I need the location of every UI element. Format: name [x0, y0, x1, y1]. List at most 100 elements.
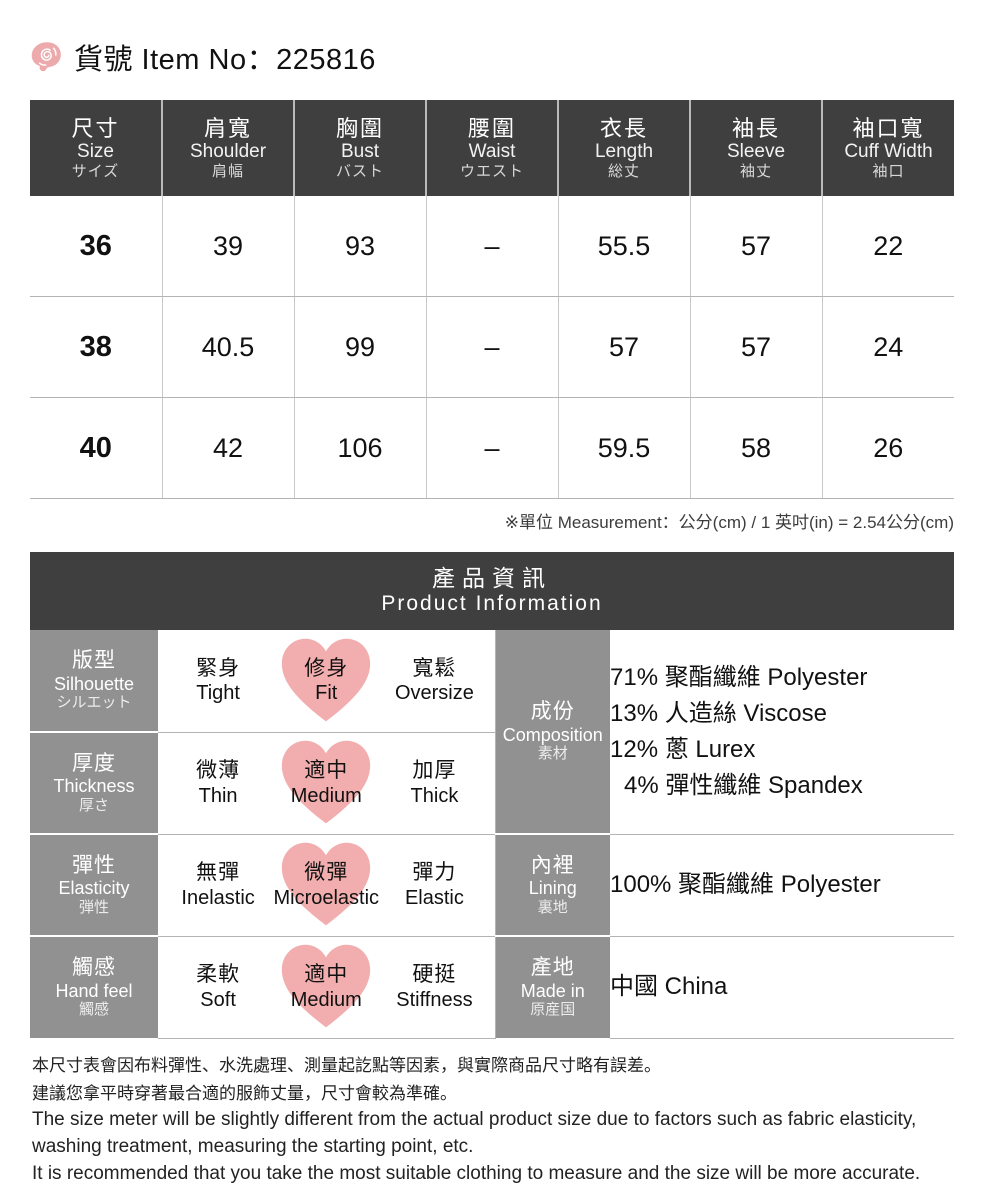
table-row: 36 39 93 – 55.5 57 22 [30, 196, 954, 297]
cell-shoulder: 40.5 [162, 296, 295, 398]
composition-line: 71% 聚酯纖維 Polyester [610, 663, 868, 691]
composition-line: 4% 彈性纖維 Spandex [624, 771, 863, 799]
col-header-en: Cuff Width [844, 141, 933, 163]
option-medium-handfeel-selected[interactable]: 適中 Medium [272, 944, 380, 1028]
heart-icon [282, 740, 371, 824]
product-info-title-cjk: 產品資訊 [432, 565, 552, 592]
option-thin[interactable]: 微薄 Thin [164, 750, 272, 815]
option-inelastic[interactable]: 無彈 Inelastic [164, 852, 272, 917]
option-cjk: 無彈 [196, 861, 241, 885]
option-en: Inelastic [181, 886, 255, 909]
option-en: Fit [315, 682, 338, 705]
label-en: Elasticity [58, 878, 130, 899]
option-medium-selected[interactable]: 適中 Medium [272, 740, 380, 824]
option-cjk: 緊身 [196, 657, 241, 681]
label-jp: 裏地 [537, 898, 568, 916]
label-cjk: 觸感 [72, 956, 116, 980]
cell-bust: 93 [294, 196, 427, 297]
attribute-row-elasticity: 彈性 Elasticity 弾性 無彈 Inelastic [30, 834, 954, 937]
attribute-options-thickness: 微薄 Thin 適中 Medium 加厚 [158, 732, 496, 835]
label-en: Silhouette [53, 673, 135, 694]
option-fit-selected[interactable]: 修身 Fit [272, 638, 380, 722]
option-cjk: 微薄 [196, 759, 241, 783]
attribute-label-elasticity: 彈性 Elasticity 弾性 [30, 834, 158, 937]
size-measurement-table: 尺寸 Size サイズ 肩寬 Shoulder 肩幅 胸圍 Bust バスト 腰… [30, 100, 954, 499]
cell-sleeve: 58 [690, 397, 823, 499]
cell-size: 36 [30, 196, 163, 297]
col-header-en: Bust [340, 141, 380, 163]
heart-icon [282, 944, 371, 1028]
heart-icon [282, 842, 371, 926]
col-header-cjk: 胸圍 [335, 115, 384, 141]
col-header-jp: サイズ [71, 163, 120, 181]
attribute-label-thickness: 厚度 Thickness 厚さ [30, 732, 158, 835]
label-cjk: 成份 [530, 700, 575, 724]
col-header-cjk: 肩寬 [203, 115, 252, 141]
disclaimer-en-line-2: washing treatment, measuring the startin… [32, 1136, 474, 1158]
option-cjk: 硬挺 [412, 963, 457, 987]
cell-size: 38 [30, 296, 163, 398]
label-cjk: 彈性 [72, 853, 116, 877]
label-cjk: 內裡 [530, 853, 575, 877]
attribute-row-silhouette: 版型 Silhouette シルエット 緊身 Tight [30, 630, 954, 835]
cell-length: 57 [558, 296, 691, 398]
col-header-en: Size [77, 141, 114, 163]
label-cjk: 產地 [530, 956, 575, 980]
product-info-title-en: Product Information [381, 592, 603, 616]
option-en: Oversize [394, 682, 474, 705]
table-row: 38 40.5 99 – 57 57 24 [30, 296, 954, 398]
cell-waist: – [426, 296, 559, 398]
label-cjk: 版型 [72, 649, 116, 673]
detail-label-composition: 成份 Composition 素材 [495, 630, 610, 835]
label-en: Thickness [53, 776, 135, 797]
disclaimer-cn-line-2: 建議您拿平時穿著最合適的服飾丈量，尺寸會較為準確。 [32, 1083, 457, 1103]
option-thick[interactable]: 加厚 Thick [380, 750, 488, 815]
attribute-options-elasticity: 無彈 Inelastic 微彈 Microelastic [158, 834, 496, 937]
table-header-row: 尺寸 Size サイズ 肩寬 Shoulder 肩幅 胸圍 Bust バスト 腰… [30, 100, 954, 196]
label-jp: シルエット [56, 694, 132, 712]
detail-label-lining: 內裡 Lining 裏地 [495, 834, 610, 937]
attribute-row-hand-feel: 觸感 Hand feel 觸感 柔軟 Soft [30, 936, 954, 1039]
attribute-row-thickness: 厚度 Thickness 厚さ 微薄 Thin [30, 732, 954, 835]
option-cjk: 寬鬆 [412, 657, 457, 681]
col-header-jp: ウエスト [459, 163, 524, 181]
label-en: Hand feel [55, 980, 133, 1001]
option-en: Soft [200, 988, 236, 1011]
heart-icon [282, 638, 371, 722]
size-table-body: 36 39 93 – 55.5 57 22 38 40.5 99 – 57 57… [30, 196, 954, 499]
label-cjk: 厚度 [72, 751, 116, 775]
label-en: Made in [520, 980, 585, 1001]
label-jp: 素材 [537, 745, 568, 763]
col-header-en: Sleeve [726, 141, 786, 163]
option-soft[interactable]: 柔軟 Soft [164, 954, 272, 1019]
attribute-options-hand-feel: 柔軟 Soft 適中 Medium 硬挺 [158, 936, 496, 1039]
option-microelastic-selected[interactable]: 微彈 Microelastic [272, 842, 380, 926]
col-header-bust: 胸圍 Bust バスト [294, 100, 427, 196]
cell-shoulder: 39 [162, 196, 295, 297]
col-header-jp: 袖丈 [739, 163, 772, 181]
disclaimer-cn-line-1: 本尺寸表會因布料彈性、水洗處理、測量起訖點等因素，與實際商品尺寸略有誤差。 [32, 1056, 661, 1075]
cell-shoulder: 42 [162, 397, 295, 499]
cell-sleeve: 57 [690, 196, 823, 297]
lining-line: 100% 聚酯纖維 Polyester [610, 871, 881, 898]
col-header-jp: 総丈 [607, 163, 640, 181]
cell-bust: 99 [294, 296, 427, 398]
cell-sleeve: 57 [690, 296, 823, 398]
item-number-header: 貨號 Item No：225816 [30, 36, 376, 78]
col-header-en: Waist [468, 141, 516, 163]
option-elastic[interactable]: 彈力 Elastic [380, 852, 488, 917]
option-oversize[interactable]: 寬鬆 Oversize [380, 648, 488, 713]
disclaimer-en-line-3: It is recommended that you take the most… [32, 1163, 921, 1184]
option-stiffness[interactable]: 硬挺 Stiffness [380, 954, 488, 1019]
product-information-section: 產品資訊 Product Information 版型 Silhouette シ… [30, 552, 954, 1039]
col-header-jp: 肩幅 [211, 163, 244, 181]
col-header-cjk: 尺寸 [71, 115, 120, 141]
option-en: Microelastic [273, 886, 380, 909]
col-header-cjk: 袖長 [731, 115, 780, 141]
cell-length: 55.5 [558, 196, 691, 297]
cell-waist: – [426, 196, 559, 297]
option-tight[interactable]: 緊身 Tight [164, 648, 272, 713]
col-header-cjk: 腰圍 [467, 115, 516, 141]
col-header-jp: 袖口 [872, 163, 905, 181]
composition-line: 12% 蔥 Lurex [610, 735, 756, 763]
